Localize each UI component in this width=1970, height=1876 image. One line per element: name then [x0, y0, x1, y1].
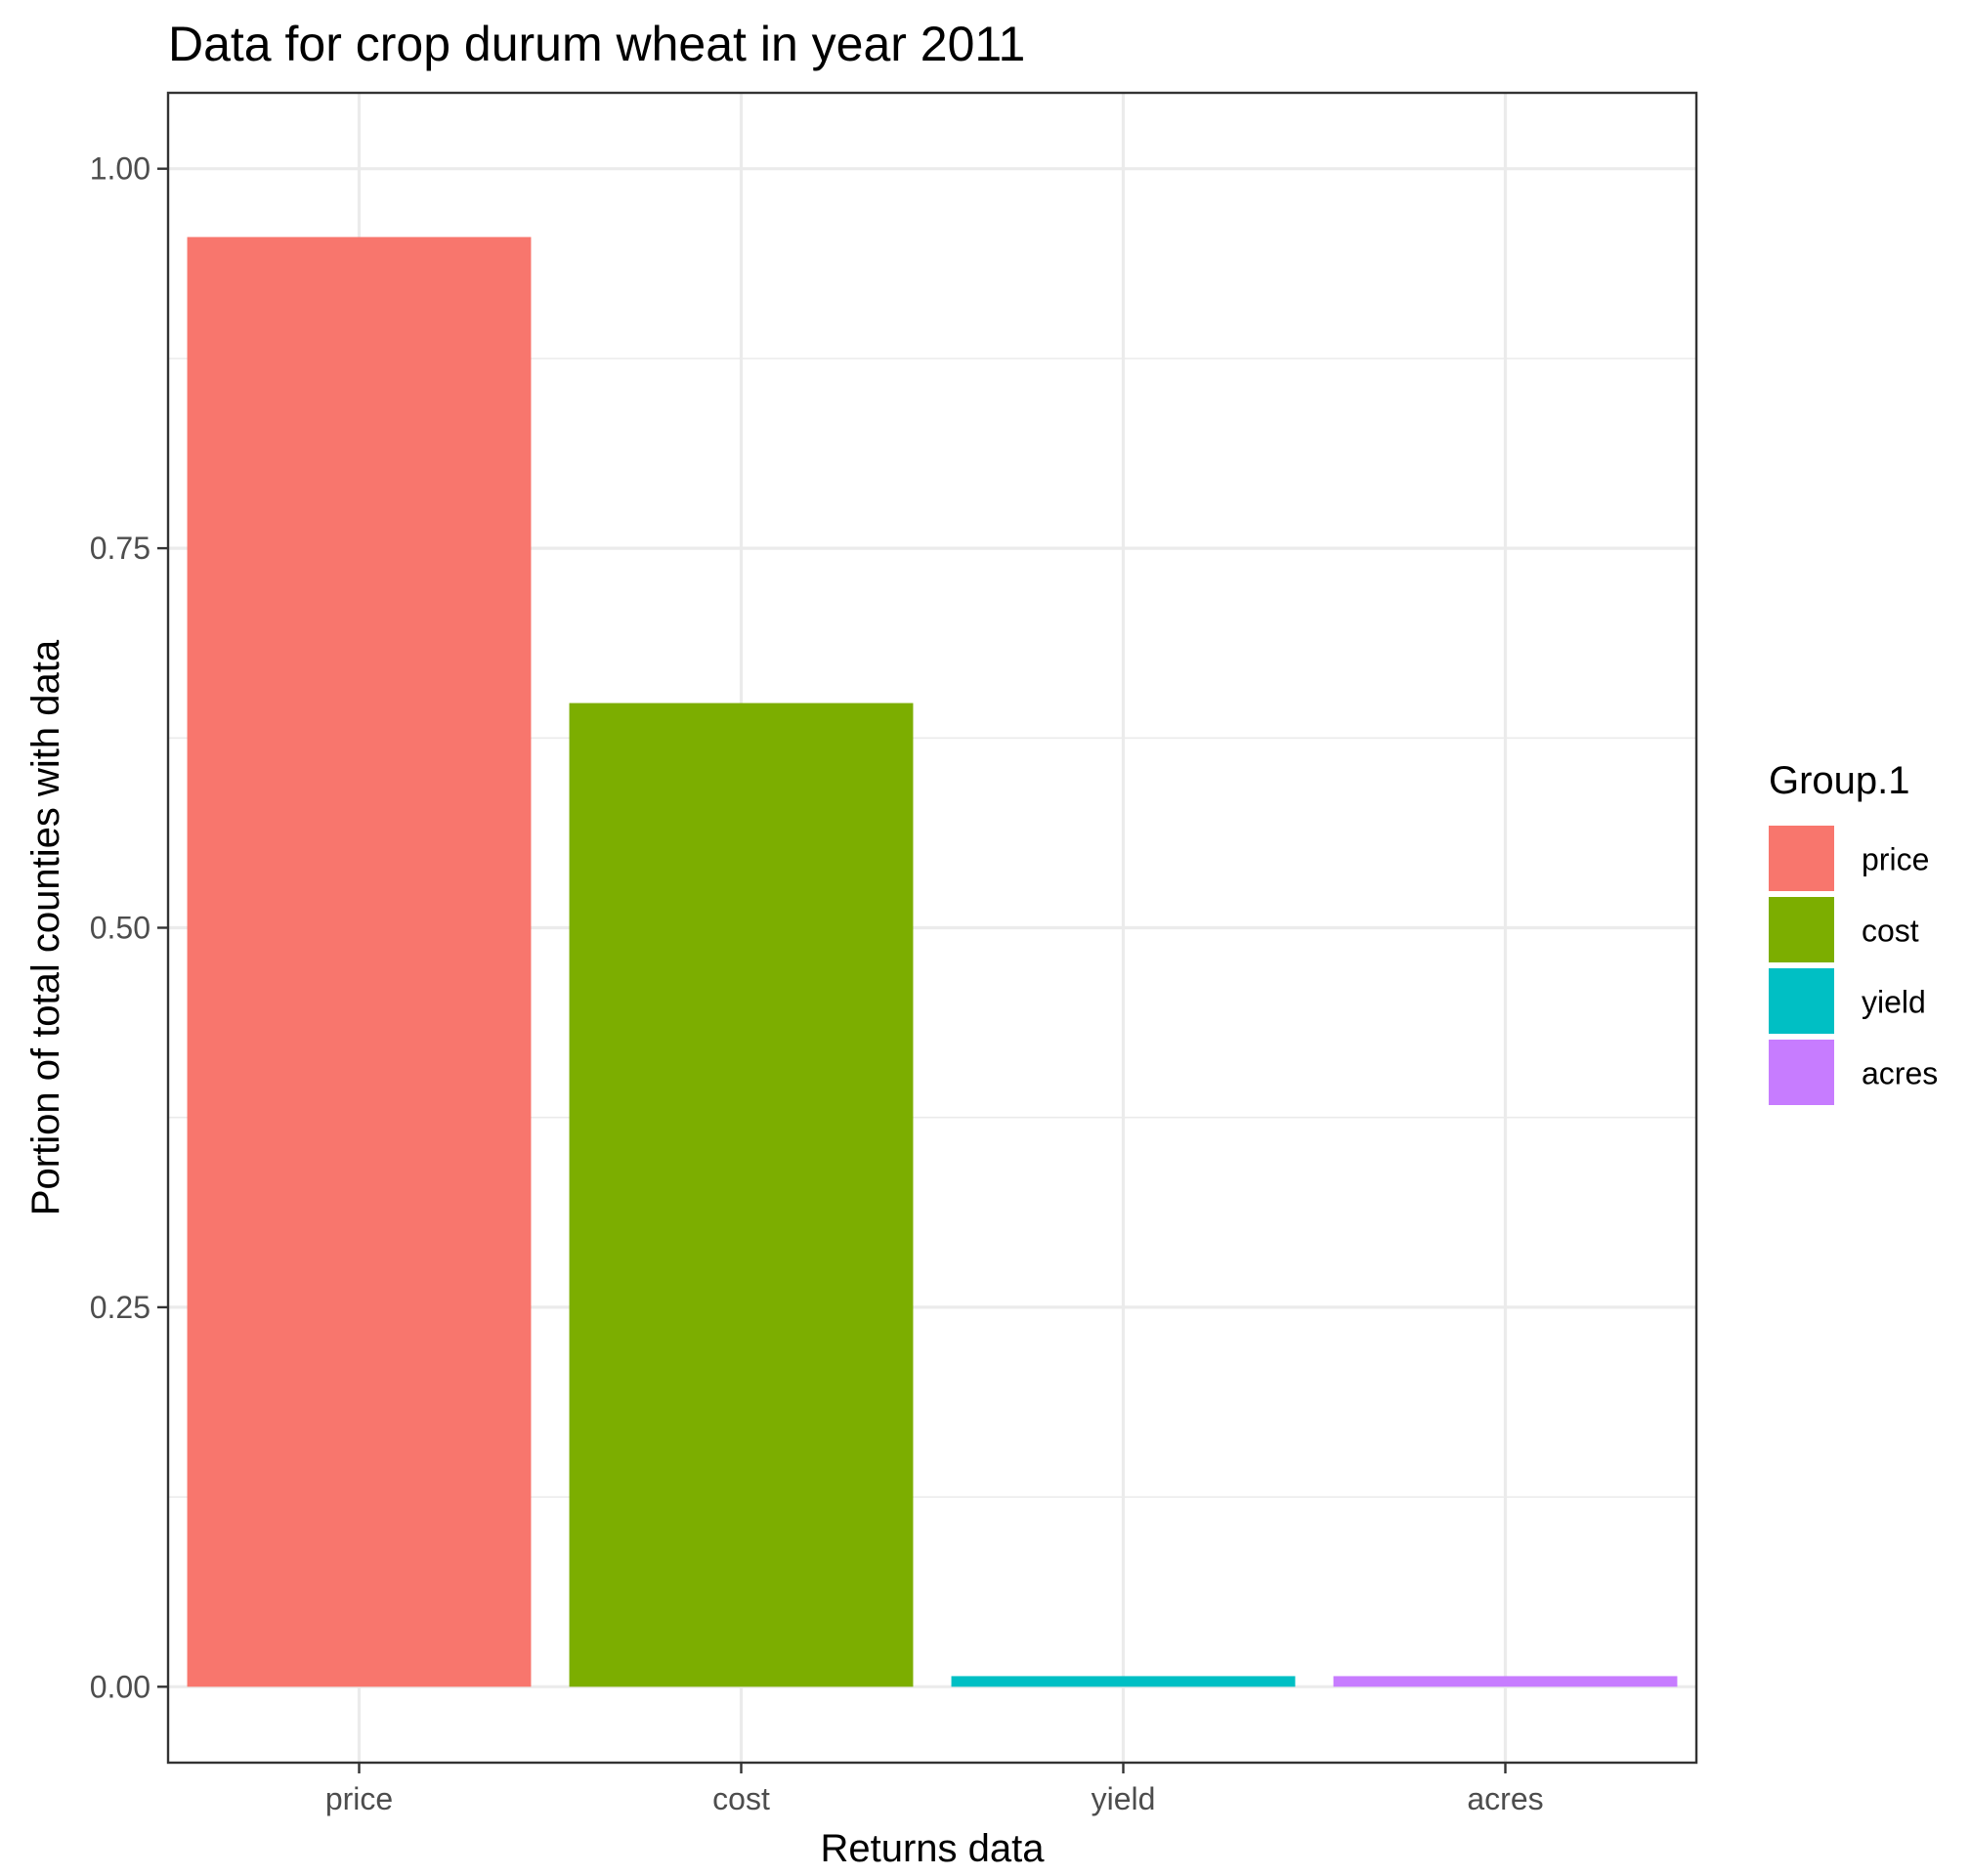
bars	[187, 236, 1678, 1687]
chart-title: Data for crop durum wheat in year 2011	[168, 17, 1025, 71]
legend-label-yield: yield	[1862, 985, 1926, 1020]
x-tick-label-acres: acres	[1467, 1781, 1543, 1816]
y-axis: 0.00 0.25 0.50 0.75 1.00	[90, 151, 168, 1704]
x-axis-title: Returns data	[820, 1827, 1045, 1870]
y-tick-label: 0.25	[90, 1290, 150, 1325]
y-axis-title: Portion of total counties with data	[24, 639, 67, 1215]
x-tick-label-cost: cost	[712, 1781, 770, 1816]
x-tick-label-price: price	[325, 1781, 393, 1816]
y-tick-label: 0.00	[90, 1669, 150, 1704]
x-axis: price cost yield acres	[325, 1763, 1544, 1816]
bar-cost	[569, 703, 914, 1687]
legend: Group.1 price cost yield acres	[1769, 759, 1938, 1105]
legend-items: price cost yield acres	[1769, 826, 1938, 1105]
legend-title: Group.1	[1769, 759, 1910, 802]
legend-label-cost: cost	[1862, 914, 1919, 949]
legend-key-yield	[1769, 968, 1834, 1034]
y-tick-label: 0.50	[90, 911, 150, 946]
legend-label-price: price	[1862, 842, 1929, 877]
legend-key-acres	[1769, 1040, 1834, 1105]
y-tick-label: 1.00	[90, 151, 150, 187]
y-tick-label: 0.75	[90, 531, 150, 566]
bar-yield	[951, 1676, 1296, 1687]
legend-label-acres: acres	[1862, 1056, 1938, 1091]
bar-price	[187, 236, 532, 1687]
legend-key-price	[1769, 826, 1834, 891]
bar-acres	[1333, 1676, 1678, 1687]
x-tick-label-yield: yield	[1092, 1781, 1156, 1816]
legend-key-cost	[1769, 897, 1834, 962]
plot-panel	[166, 91, 1698, 1765]
